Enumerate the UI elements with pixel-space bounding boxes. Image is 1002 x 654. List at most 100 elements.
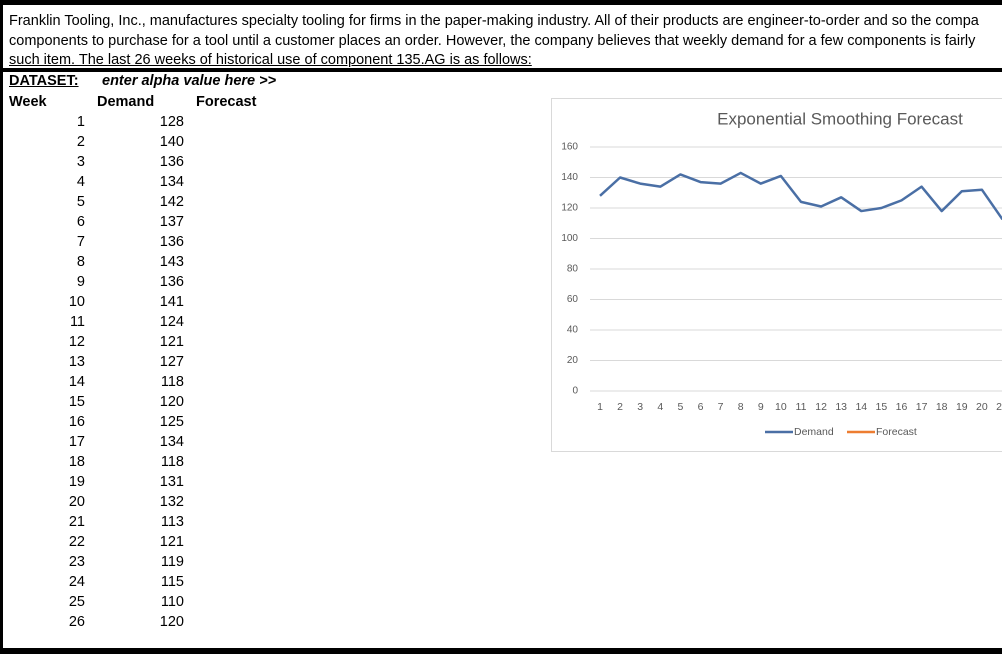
demand-cell: 121 [159,534,184,550]
y-tick-label: 100 [561,233,578,244]
y-tick-label: 140 [561,172,578,183]
x-tick-label: 1 [597,401,603,413]
week-cell: 13 [68,354,85,370]
week-cell: 22 [68,534,85,550]
demand-cell: 136 [159,234,184,250]
demand-cell: 134 [159,434,184,450]
demand-cell: 131 [159,474,184,490]
week-cell: 11 [69,314,85,330]
week-cell: 26 [68,614,85,630]
x-tick-label: 13 [835,401,847,413]
legend-label: Demand [794,426,834,438]
chart-title: Exponential Smoothing Forecast [717,109,963,128]
legend-label: Forecast [876,426,917,438]
y-tick-label: 20 [567,355,579,366]
chart: Exponential Smoothing Forecast 0 20 40 60 80… [551,98,1002,452]
demand-cell: 136 [159,154,184,170]
week-cell: 12 [68,334,85,350]
demand-cell: 142 [159,194,184,210]
column-header: Demand [97,94,155,110]
column-header: Week [9,94,47,110]
divider [0,68,1002,72]
top-border [0,0,1002,5]
demand-cell: 125 [159,414,184,430]
demand-cell: 115 [160,574,184,590]
y-tick-label: 60 [567,294,579,305]
intro-line: such item. The last 26 weeks of historic… [9,52,532,68]
demand-cell: 132 [159,494,184,510]
week-cell: 9 [76,274,85,290]
y-tick-label: 0 [572,386,578,397]
week-cell: 25 [68,594,85,610]
week-cell: 16 [68,414,85,430]
demand-cell: 124 [159,314,184,330]
week-cell: 4 [76,174,85,190]
y-tick-label: 120 [561,203,578,214]
x-tick-label: 7 [718,401,724,413]
x-tick-label: 11 [796,401,807,413]
x-tick-label: 6 [698,401,704,413]
x-tick-label: 10 [775,401,787,413]
week-cell: 20 [68,494,85,510]
bottom-border [0,648,1002,654]
x-tick-label: 21 [996,401,1002,413]
week-cell: 19 [68,474,85,490]
demand-cell: 143 [159,254,184,270]
x-tick-label: 14 [855,401,867,413]
week-cell: 6 [76,214,85,230]
demand-cell: 127 [159,354,184,370]
week-cell: 15 [68,394,85,410]
demand-cell: 119 [160,554,184,570]
x-tick-label: 15 [876,401,888,413]
demand-cell: 136 [159,274,184,290]
chart-frame: Exponential Smoothing Forecast 0 20 40 60 80… [551,98,1002,453]
intro-line: components to purchase for a tool until … [9,33,976,49]
week-cell: 1 [76,114,85,130]
demand-cell: 120 [159,614,184,630]
x-tick-label: 12 [815,401,827,413]
week-cell: 7 [76,234,85,250]
week-cell: 24 [68,574,85,590]
demand-cell: 128 [159,114,184,130]
week-cell: 21 [68,514,85,530]
dataset-label: DATASET: [9,73,79,89]
demand-cell: 137 [159,214,184,230]
week-cell: 14 [68,374,85,390]
week-cell: 2 [76,134,85,150]
week-cell: 10 [68,294,85,310]
demand-cell: 140 [159,134,184,150]
alpha-prompt[interactable]: enter alpha value here >> [102,73,277,89]
x-tick-label: 20 [976,401,988,413]
week-cell: 17 [68,434,85,450]
x-tick-label: 19 [956,401,968,413]
demand-cell: 120 [159,394,184,410]
y-tick-label: 160 [561,142,578,153]
x-tick-label: 3 [637,401,643,413]
x-tick-label: 2 [617,401,623,413]
series-line [599,171,1002,220]
x-tick-label: 9 [758,401,764,413]
demand-cell: 121 [159,334,184,350]
chart-border [551,98,1002,452]
y-tick-label: 40 [567,325,579,336]
week-cell: 23 [68,554,85,570]
week-cell: 3 [76,154,85,170]
demand-cell: 134 [159,174,184,190]
y-tick-label: 80 [567,264,579,275]
x-tick-label: 18 [936,401,948,413]
column-header: Forecast [196,94,257,110]
demand-cell: 118 [160,454,184,470]
demand-cell: 118 [160,374,184,390]
week-cell: 8 [76,254,85,270]
week-cell: 5 [76,194,85,210]
intro-line: Franklin Tooling, Inc., manufactures spe… [9,13,979,29]
x-tick-label: 16 [896,401,908,413]
week-cell: 18 [68,454,85,470]
left-border [0,0,3,654]
x-tick-label: 17 [916,401,928,413]
demand-cell: 141 [159,294,184,310]
x-tick-label: 5 [677,401,683,413]
x-tick-label: 8 [738,401,744,413]
demand-cell: 110 [160,594,184,610]
